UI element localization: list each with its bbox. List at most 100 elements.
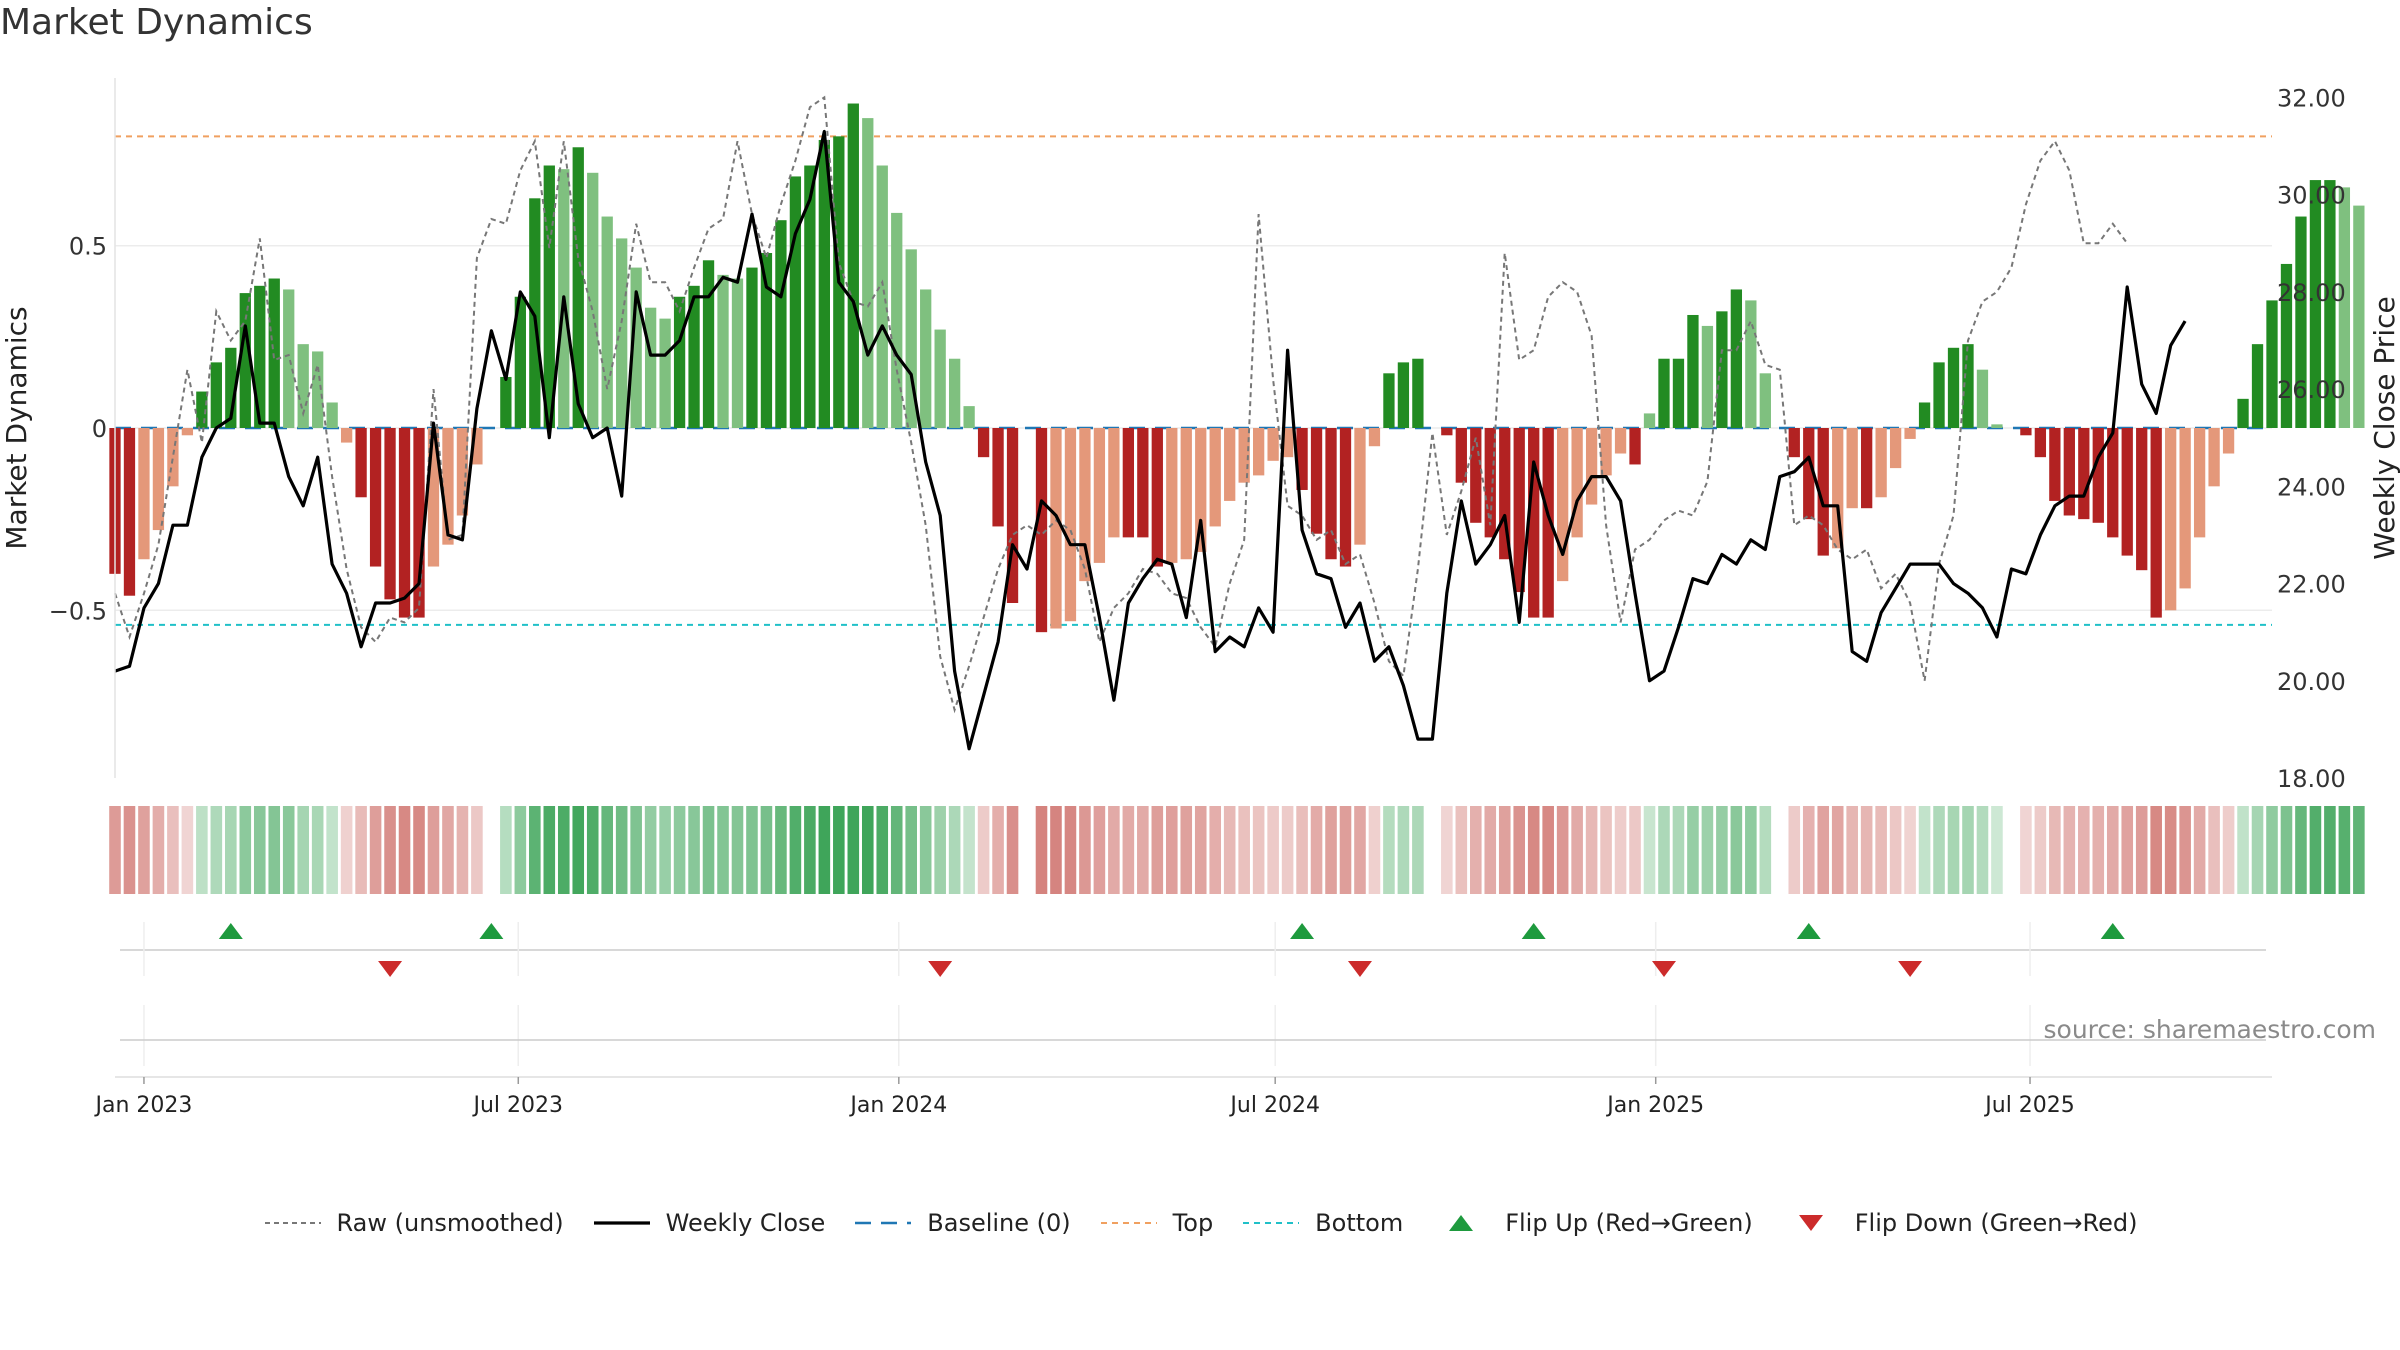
heatstrip-cell [572, 806, 585, 894]
heatstrip-cell [196, 806, 208, 894]
axes: 0.5 0 −0.5 32.00 30.00 28.00 26.00 24.00 22.00 20… [0, 78, 2400, 793]
heatstrip-cell [1354, 806, 1366, 894]
heatstrip-cell [225, 806, 237, 894]
heatstrip-cell [586, 806, 599, 894]
dynamics-bar [1846, 428, 1858, 509]
legend-label: Baseline (0) [927, 1209, 1071, 1237]
heatstrip-cell [1860, 806, 1873, 894]
dynamics-bar [1803, 428, 1815, 520]
heatstrip-cell [1470, 806, 1482, 894]
flip-up-marker [1290, 923, 1315, 939]
heatstrip-cell [2208, 806, 2220, 894]
dynamics-bar [804, 165, 816, 428]
dynamics-bar [963, 406, 975, 428]
heatstrip-cell [1716, 806, 1728, 894]
heatstrip-cell [717, 806, 729, 894]
heatstrip-cell [601, 806, 613, 894]
dynamics-bar [384, 428, 396, 600]
dynamics-bar [2353, 205, 2365, 428]
heatstrip-cell [1339, 806, 1352, 894]
right-tick-label: 32.00 [2277, 84, 2346, 112]
dynamics-bar [456, 428, 469, 516]
dynamics-bar [398, 428, 411, 618]
dynamics-bar [1006, 428, 1019, 603]
dynamics-bar [1050, 428, 1062, 629]
heatstrip-cell [1542, 806, 1554, 894]
dynamics-bar [1629, 428, 1641, 465]
dynamics-bar [1614, 428, 1627, 454]
dynamics-bar [2309, 180, 2322, 428]
legend-swatch-icon [1243, 1222, 1300, 1224]
heatstrip-cell [789, 806, 802, 894]
source-credit: source: sharemaestro.com [2043, 1015, 2377, 1044]
dynamics-bar [601, 216, 613, 428]
flip-down-marker [1651, 961, 1676, 977]
weekly-close-line [114, 129, 2187, 751]
dynamics-bar [673, 296, 686, 428]
right-tick-label: 30.00 [2277, 182, 2346, 210]
dynamics-bar [2280, 263, 2293, 428]
heatstrip-cell [1831, 806, 1844, 894]
heatstrip-cell [2338, 806, 2351, 894]
right-tick-label: 28.00 [2277, 279, 2346, 307]
flip-down-marker [378, 961, 403, 977]
heatstrip-cell [1817, 806, 1830, 894]
heatstrip-cell [1571, 806, 1583, 894]
heatstrip-cell [384, 806, 396, 894]
dynamics-bar [500, 376, 512, 428]
heatstrip-cell [1875, 806, 1887, 894]
dynamics-bar [1947, 347, 1960, 428]
heatstrip-cell [326, 806, 338, 894]
dynamics-bar [1093, 428, 1106, 563]
heatstrip-cell [138, 806, 150, 894]
triangle-up-icon [1449, 1215, 1474, 1231]
heatstrip-cell [253, 806, 266, 894]
dynamics-bar [2324, 180, 2336, 428]
heatstrip-cell [934, 806, 946, 894]
heatstrip-cell [1223, 806, 1236, 894]
dynamics-bar [2049, 428, 2061, 501]
dynamics-bar [731, 278, 744, 428]
dynamics-bar [1470, 428, 1482, 523]
dynamics-bar [2121, 428, 2133, 556]
heatstrip-cell [1209, 806, 1222, 894]
dynamics-bar [688, 285, 700, 428]
heatstrip-cell [2106, 806, 2119, 894]
flip-markers [120, 922, 2266, 1066]
y-axis-label-left: Market Dynamics [0, 306, 33, 549]
dynamics-bar [2338, 187, 2351, 428]
dynamics-bar [1759, 373, 1771, 428]
dynamics-bar [1035, 428, 1048, 633]
heatstrip-cell [1093, 806, 1106, 894]
dynamics-bar [992, 428, 1004, 527]
dynamics-bar [210, 362, 222, 428]
heatstrip-cell [2092, 806, 2105, 894]
heatstrip-cell [398, 806, 411, 894]
dynamics-bar [413, 428, 425, 618]
dynamics-bar [283, 289, 295, 428]
heatstrip-cell [2078, 806, 2090, 894]
dynamics-bar [427, 428, 440, 567]
dynamics-bar [587, 172, 599, 428]
heatstrip-cell [919, 806, 932, 894]
dynamics-bar [543, 165, 555, 428]
heatstrip-cell [1788, 806, 1801, 894]
dynamics-bar [1122, 428, 1135, 538]
dynamics-bar [1108, 428, 1120, 538]
raw-series [114, 95, 2129, 714]
dynamics-bar [818, 139, 830, 428]
heatstrip-cell [1918, 806, 1931, 894]
heatstrip-cell [1527, 806, 1540, 894]
legend-label: Weekly Close [665, 1209, 826, 1237]
heatstrip-cell [1556, 806, 1569, 894]
heatstrip-cell [1802, 806, 1815, 894]
legend-item: Baseline (0) [853, 1209, 1071, 1237]
heatstrip-cell [2266, 806, 2278, 894]
heatstrip-cell [529, 806, 541, 894]
heatstrip-cell [1238, 806, 1250, 894]
dynamics-bar [2237, 398, 2249, 428]
dynamics-bar [1310, 428, 1323, 534]
heatstrip-cell [456, 806, 469, 894]
heatstrip-cell [2280, 806, 2293, 894]
dynamics-bar [2092, 428, 2104, 523]
